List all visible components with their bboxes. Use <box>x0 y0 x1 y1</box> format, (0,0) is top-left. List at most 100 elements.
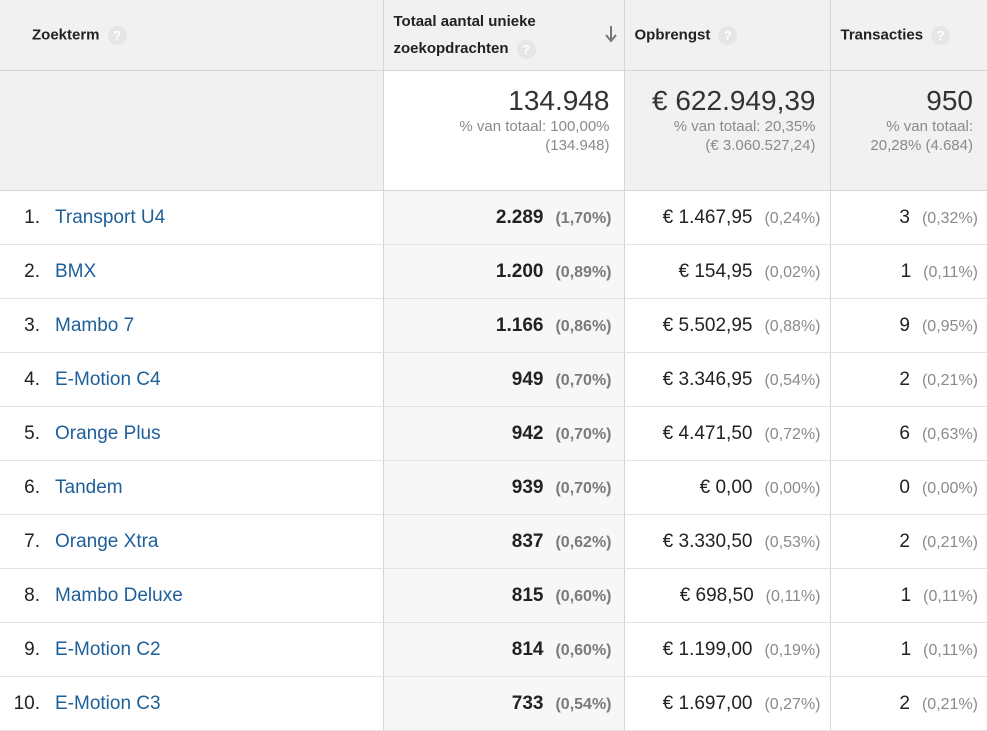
table-row: 9. E-Motion C2 814 (0,60%) € 1.199,00 (0,19%)… <box>0 622 987 677</box>
transacties-percentage: (0,11%) <box>923 587 978 605</box>
transacties-percentage: (0,21%) <box>921 533 978 551</box>
opbrengst-percentage: (0,88%) <box>764 317 821 335</box>
unique-searches-value: 949 <box>511 368 544 390</box>
arrow-down-icon[interactable] <box>604 24 618 44</box>
opbrengst-value: € 0,00 <box>699 476 753 498</box>
unique-searches-cell: 733 (0,54%) <box>383 676 625 731</box>
table-row: 7. Orange Xtra 837 (0,62%) € 3.330,50 (0,53%)… <box>0 514 987 569</box>
search-term-link[interactable]: E-Motion C2 <box>55 638 161 660</box>
unique-searches-percentage: (0,70%) <box>555 479 612 497</box>
term-cell: 10. E-Motion C3 <box>0 676 384 731</box>
unique-searches-value: 2.289 <box>495 206 544 228</box>
help-icon[interactable]: ? <box>718 25 738 45</box>
unique-searches-percentage: (0,54%) <box>555 695 612 713</box>
unique-searches-cell: 837 (0,62%) <box>383 514 625 569</box>
opbrengst-percentage: (0,27%) <box>764 695 821 713</box>
transacties-percentage: (0,00%) <box>921 479 978 497</box>
search-term-link[interactable]: Mambo 7 <box>55 314 135 336</box>
column-header-transacties[interactable]: Transacties? <box>830 0 987 71</box>
opbrengst-value: € 154,95 <box>678 260 753 282</box>
total-value: 950 <box>926 85 973 116</box>
unique-searches-value: 1.200 <box>495 260 544 282</box>
transacties-value: 6 <box>899 422 910 444</box>
transacties-cell: 9 (0,95%) <box>830 298 987 353</box>
transacties-value: 1 <box>900 638 912 660</box>
table-row: 6. Tandem 939 (0,70%) € 0,00 (0,00%) 0 (0,00%) <box>0 460 987 515</box>
search-term-link[interactable]: Orange Plus <box>55 422 161 444</box>
total-value: 134.948 <box>508 85 610 116</box>
transacties-cell: 1 (0,11%) <box>830 568 987 623</box>
opbrengst-cell: € 698,50 (0,11%) <box>624 568 831 623</box>
unique-searches-percentage: (0,60%) <box>555 587 612 605</box>
unique-searches-value: 942 <box>511 422 544 444</box>
search-term-link[interactable]: BMX <box>55 260 97 282</box>
transacties-cell: 2 (0,21%) <box>830 676 987 731</box>
table-row: 5. Orange Plus 942 (0,70%) € 4.471,50 (0,72%)… <box>0 406 987 461</box>
row-index: 3. <box>24 314 40 336</box>
table-row: 8. Mambo Deluxe 815 (0,60%) € 698,50 (0,11%) 1… <box>0 568 987 623</box>
row-index: 4. <box>24 368 40 390</box>
totals-transacties: 950 % van totaal: 20,28% (4.684) <box>830 70 987 191</box>
help-icon[interactable]: ? <box>107 25 127 45</box>
transacties-cell: 2 (0,21%) <box>830 514 987 569</box>
total-value: € 622.949,39 <box>652 85 816 116</box>
opbrengst-value: € 1.467,95 <box>662 206 753 228</box>
unique-searches-cell: 939 (0,70%) <box>383 460 625 515</box>
opbrengst-percentage: (0,54%) <box>764 371 821 389</box>
transacties-percentage: (0,95%) <box>921 317 978 335</box>
transacties-value: 2 <box>899 530 910 552</box>
opbrengst-cell: € 0,00 (0,00%) <box>624 460 831 515</box>
column-header-zoekterm[interactable]: Zoekterm? <box>0 0 384 71</box>
unique-searches-value: 1.166 <box>495 314 544 336</box>
unique-searches-value: 814 <box>511 638 544 660</box>
column-header-unique-searches[interactable]: Totaal aantal unieke zoekopdrachten? <box>383 0 625 71</box>
transacties-percentage: (0,63%) <box>921 425 978 443</box>
transacties-cell: 0 (0,00%) <box>830 460 987 515</box>
unique-searches-percentage: (0,70%) <box>555 425 612 443</box>
opbrengst-value: € 5.502,95 <box>662 314 753 336</box>
opbrengst-cell: € 154,95 (0,02%) <box>624 244 831 299</box>
row-index: 5. <box>24 422 40 444</box>
term-cell: 2. BMX <box>0 244 384 299</box>
opbrengst-value: € 698,50 <box>679 584 754 606</box>
help-icon[interactable]: ? <box>516 39 536 59</box>
transacties-cell: 3 (0,32%) <box>830 190 987 245</box>
term-cell: 8. Mambo Deluxe <box>0 568 384 623</box>
table-row: 1. Transport U4 2.289 (1,70%) € 1.467,95 (0,2… <box>0 190 987 245</box>
totals-row: 134.948 % van totaal: 100,00% (134.948) … <box>0 70 987 191</box>
opbrengst-percentage: (0,24%) <box>764 209 821 227</box>
column-header-label: Zoekterm <box>32 25 100 43</box>
search-term-link[interactable]: Orange Xtra <box>55 530 159 552</box>
term-cell: 7. Orange Xtra <box>0 514 384 569</box>
unique-searches-percentage: (1,70%) <box>555 209 612 227</box>
table-header: Zoekterm? Totaal aantal unieke zoekopdra… <box>0 0 987 71</box>
row-index: 2. <box>24 260 40 282</box>
row-index: 9. <box>24 638 40 660</box>
term-cell: 1. Transport U4 <box>0 190 384 245</box>
search-term-link[interactable]: Transport U4 <box>55 206 166 228</box>
transacties-value: 9 <box>899 314 910 336</box>
transacties-cell: 1 (0,11%) <box>830 622 987 677</box>
transacties-percentage: (0,21%) <box>921 371 978 389</box>
unique-searches-cell: 2.289 (1,70%) <box>383 190 625 245</box>
column-header-opbrengst[interactable]: Opbrengst? <box>624 0 831 71</box>
opbrengst-cell: € 1.199,00 (0,19%) <box>624 622 831 677</box>
search-term-link[interactable]: Tandem <box>55 476 123 498</box>
unique-searches-percentage: (0,86%) <box>555 317 612 335</box>
search-term-link[interactable]: E-Motion C4 <box>55 368 161 390</box>
transacties-cell: 6 (0,63%) <box>830 406 987 461</box>
search-term-link[interactable]: Mambo Deluxe <box>55 584 183 606</box>
column-header-label: Totaal aantal unieke zoekopdrachten <box>393 13 536 57</box>
total-percentage: % van totaal: <box>886 118 973 135</box>
term-cell: 5. Orange Plus <box>0 406 384 461</box>
term-cell: 9. E-Motion C2 <box>0 622 384 677</box>
table-row: 2. BMX 1.200 (0,89%) € 154,95 (0,02%) 1 (0,11%) <box>0 244 987 299</box>
help-icon[interactable]: ? <box>931 25 951 45</box>
opbrengst-cell: € 1.697,00 (0,27%) <box>624 676 831 731</box>
totals-empty-cell <box>0 70 384 191</box>
unique-searches-cell: 949 (0,70%) <box>383 352 625 407</box>
row-index: 6. <box>24 476 40 498</box>
column-header-label: Transacties <box>840 25 924 43</box>
table-row: 4. E-Motion C4 949 (0,70%) € 3.346,95 (0,54%)… <box>0 352 987 407</box>
